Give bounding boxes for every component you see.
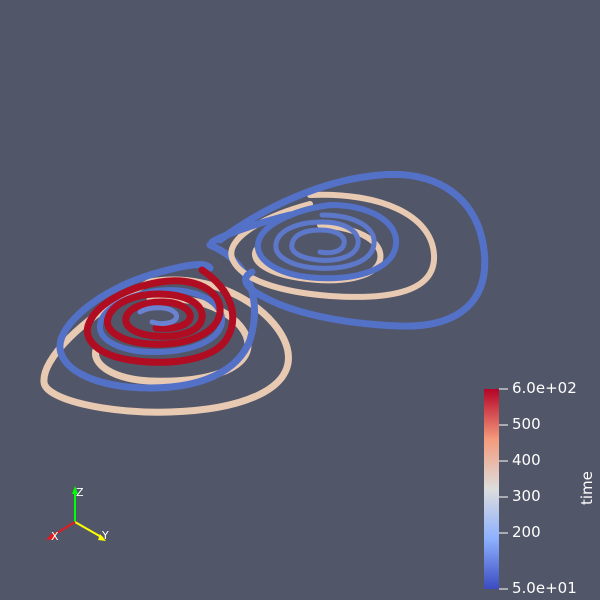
tube-left-blue-inner [96, 287, 226, 356]
orientation-axes: Z Y X [46, 486, 109, 543]
tube-left-blue-outer [56, 241, 258, 392]
colorbar-title: time [578, 471, 596, 505]
axis-x-arrow [46, 532, 56, 540]
axis-y-label: Y [101, 529, 109, 542]
colorbar-min-label: 5.0e+01 [512, 579, 577, 597]
colorbar-tick-label-200: 200 [512, 523, 541, 541]
tube-left-beige-outer [40, 276, 292, 416]
tube-left-red-spiral [83, 266, 237, 366]
colorbar-tick-label-500: 500 [512, 415, 541, 433]
axis-y-arrow [98, 534, 106, 541]
colorbar-tick-label-400: 400 [512, 451, 541, 469]
streamline-tubes-right [208, 170, 489, 330]
axis-y-line [74, 521, 104, 539]
tube-left-core [137, 305, 180, 327]
axis-z-label: Z [76, 486, 84, 499]
streamline-tubes-left [40, 241, 292, 416]
colorbar-gradient [484, 389, 499, 589]
tube-right-blue-mid [254, 201, 400, 282]
axis-z-arrow [72, 486, 78, 494]
tube-right-blue-outer [216, 170, 489, 330]
axis-x-label: X [51, 530, 59, 543]
color-legend [484, 388, 508, 590]
colorbar-max-label: 6.0e+02 [512, 379, 577, 397]
axis-x-line [51, 521, 76, 537]
tube-right-beige [228, 191, 438, 300]
tube-right-blue-spiral [273, 212, 377, 271]
colorbar-tick-label-300: 300 [512, 487, 541, 505]
